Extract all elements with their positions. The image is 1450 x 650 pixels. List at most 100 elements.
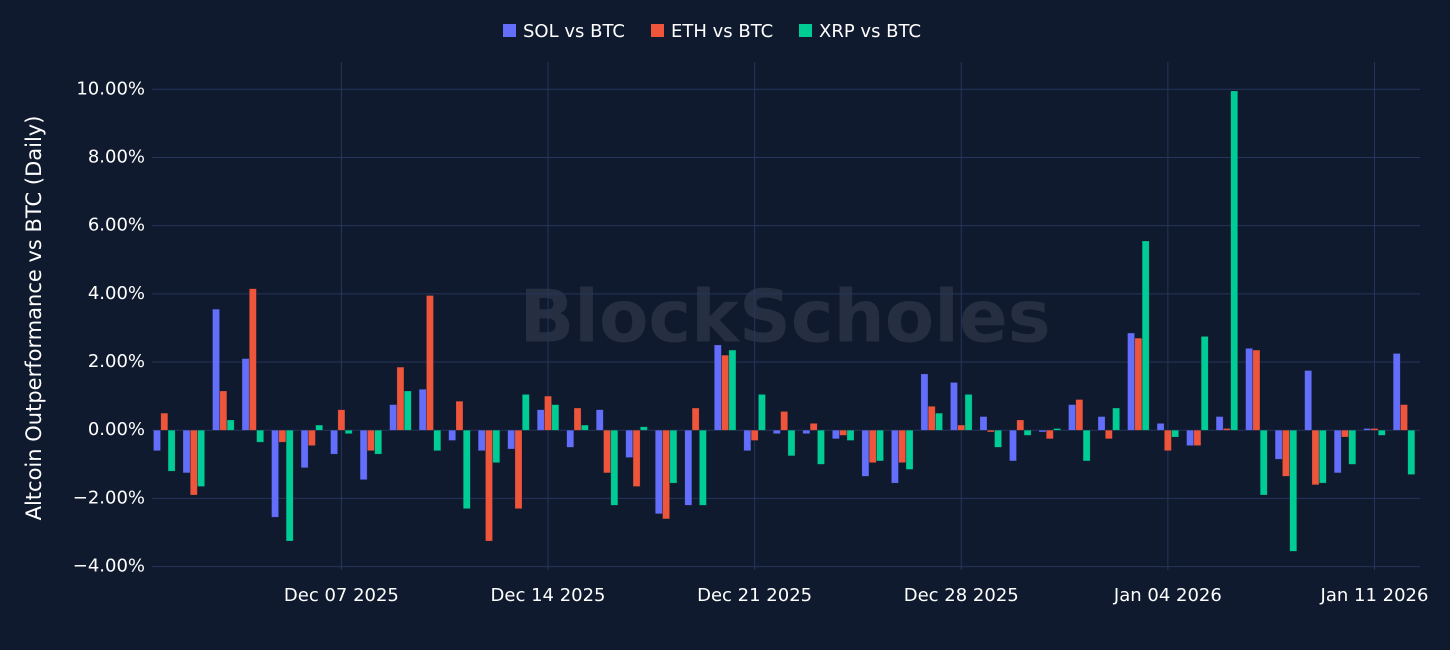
bar <box>846 429 855 441</box>
bar <box>1053 428 1061 431</box>
x-tick-label: Dec 28 2025 <box>904 585 1019 606</box>
bar <box>1274 429 1283 460</box>
bar <box>544 395 552 431</box>
bar <box>714 344 722 431</box>
bar <box>839 429 847 436</box>
y-tick-label: 2.00% <box>88 351 145 372</box>
y-tick-label: 8.00% <box>88 146 145 167</box>
bar <box>536 409 545 431</box>
bar <box>359 429 368 480</box>
y-tick-label: −2.00% <box>73 487 145 508</box>
bar <box>1164 429 1172 451</box>
bar <box>920 373 929 431</box>
bar <box>167 429 176 472</box>
bar <box>1141 240 1150 431</box>
bar <box>463 429 471 509</box>
bar <box>485 429 493 542</box>
bar <box>1134 337 1143 431</box>
y-tick-label: 6.00% <box>88 215 145 236</box>
bar <box>699 429 707 506</box>
bar <box>182 429 191 474</box>
bar <box>817 429 825 465</box>
bar <box>367 429 375 451</box>
bar <box>868 429 877 463</box>
bar <box>1105 429 1113 439</box>
bar <box>935 412 943 431</box>
bar <box>1023 429 1032 436</box>
bar <box>669 429 678 484</box>
bar <box>522 394 530 431</box>
bar <box>728 349 737 431</box>
bar <box>640 426 648 431</box>
bar <box>632 429 641 487</box>
bar <box>190 429 198 496</box>
bar <box>927 406 936 431</box>
bar <box>787 429 796 457</box>
bar <box>802 429 811 434</box>
bar <box>1400 404 1408 431</box>
bar <box>994 429 1002 448</box>
bar <box>448 429 456 441</box>
bar <box>979 416 988 431</box>
bar <box>1082 429 1091 462</box>
bar <box>337 409 346 431</box>
bar <box>876 429 884 462</box>
y-tick-label: 10.00% <box>76 78 145 99</box>
bar <box>1289 429 1297 552</box>
bar <box>477 429 486 451</box>
bar <box>212 308 220 431</box>
bar <box>1341 429 1349 438</box>
bar <box>507 429 515 450</box>
bar <box>655 429 663 514</box>
bar <box>964 394 973 431</box>
bar <box>773 429 781 434</box>
bar <box>1348 429 1357 465</box>
bar <box>426 295 434 431</box>
bar <box>1193 429 1202 446</box>
bar <box>1215 416 1224 431</box>
bar <box>1245 348 1253 431</box>
x-tick-label: Jan 04 2026 <box>1113 585 1222 606</box>
bar <box>1282 429 1290 477</box>
bar <box>1186 429 1194 446</box>
bar <box>374 429 382 455</box>
bar <box>1259 429 1268 496</box>
bar <box>455 400 464 431</box>
bar <box>1068 404 1076 431</box>
bar <box>1252 349 1261 431</box>
bar <box>1370 428 1379 431</box>
bar <box>256 429 264 443</box>
bar <box>1407 429 1416 475</box>
bar <box>219 390 228 431</box>
bar <box>1230 90 1238 431</box>
bar <box>271 429 279 518</box>
bar <box>300 429 309 468</box>
bar <box>1333 429 1342 474</box>
y-axis-label: Altcoin Outperformance vs BTC (Daily) <box>22 116 46 521</box>
bar <box>743 429 752 451</box>
bar <box>514 429 523 509</box>
bar <box>566 429 574 448</box>
bar <box>1200 336 1209 431</box>
bar <box>750 429 759 441</box>
legend-label: ETH vs BTC <box>671 21 773 42</box>
bar <box>1171 429 1179 438</box>
bar <box>241 358 250 431</box>
y-tick-label: 0.00% <box>88 419 145 440</box>
bar <box>492 429 501 463</box>
bar <box>1016 419 1025 431</box>
bar <box>1156 423 1165 431</box>
bar <box>809 423 818 431</box>
bar <box>1392 353 1401 431</box>
bar <box>1311 429 1320 486</box>
legend-label: SOL vs BTC <box>523 21 625 42</box>
bar <box>596 409 604 431</box>
bar <box>153 429 161 451</box>
bar <box>1075 399 1084 431</box>
bar <box>691 407 700 431</box>
y-tick-label: 4.00% <box>88 283 145 304</box>
x-tick-label: Dec 07 2025 <box>284 585 399 606</box>
bar <box>721 354 729 431</box>
